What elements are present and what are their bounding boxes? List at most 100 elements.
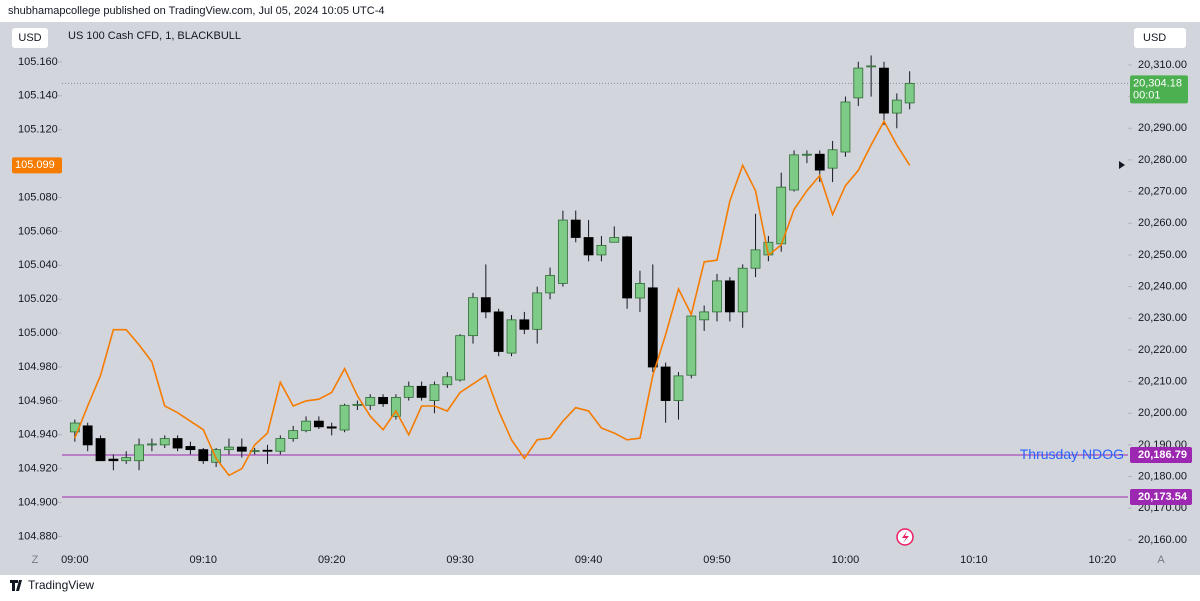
candle-body xyxy=(622,236,633,299)
y2-tick-label: 104.940 xyxy=(18,429,58,441)
published-note: shubhamapcollege published on TradingVie… xyxy=(8,5,384,17)
candle-body xyxy=(95,438,106,462)
candle-body xyxy=(506,319,517,354)
y2-tick-label: 104.960 xyxy=(18,395,58,407)
candle-body xyxy=(545,275,555,294)
candle-body xyxy=(904,82,915,104)
candle-body xyxy=(288,430,299,439)
x-tick-label: 09:50 xyxy=(703,554,731,566)
level-tag xyxy=(1130,488,1192,505)
currency-button[interactable] xyxy=(12,28,48,48)
candle-body xyxy=(211,449,222,463)
candle-body xyxy=(853,67,864,99)
candle-body xyxy=(134,444,144,462)
level-tag-label: 20,186.79 xyxy=(1138,449,1187,461)
x-tick-label: 09:20 xyxy=(318,554,346,566)
event-icon-bolt xyxy=(902,531,909,543)
price-tag-label: 20,304.18 xyxy=(1133,77,1182,89)
line-tag xyxy=(12,157,62,174)
scale-button[interactable]: A xyxy=(1157,554,1165,566)
candle-body xyxy=(147,443,157,446)
symbol-title: US 100 Cash CFD, 1, BLACKBULL xyxy=(68,30,241,42)
currency-button[interactable] xyxy=(1134,28,1186,48)
scale-button[interactable]: Z xyxy=(32,554,39,566)
candle-body xyxy=(712,280,722,313)
candle-body xyxy=(891,99,902,114)
candle-body xyxy=(532,292,543,330)
x-tick-label: 09:00 xyxy=(61,554,89,566)
candle-body xyxy=(468,297,478,337)
candle-body xyxy=(570,219,581,238)
x-tick-label: 10:20 xyxy=(1089,554,1117,566)
candle-body xyxy=(455,335,466,381)
candle-body xyxy=(198,449,209,462)
x-tick-label: 09:30 xyxy=(446,554,474,566)
candle-body xyxy=(493,311,504,352)
candle-body xyxy=(879,67,889,114)
y2-tick-label: 105.040 xyxy=(18,259,58,271)
line-tag-label: 105.099 xyxy=(15,159,55,171)
x-tick-label: 09:40 xyxy=(575,554,603,566)
currency-left[interactable]: USD xyxy=(18,32,41,44)
y-tick-label: 20,310.00 xyxy=(1138,59,1187,71)
price-tag-countdown: 00:01 xyxy=(1133,89,1161,101)
y-tick-label: 20,210.00 xyxy=(1138,375,1187,387)
candle-body xyxy=(275,438,286,452)
y-tick-label: 20,180.00 xyxy=(1138,470,1187,482)
y2-tick-label: 105.020 xyxy=(18,293,58,305)
candle-body xyxy=(789,154,799,191)
candle-body xyxy=(403,385,414,398)
price-tag xyxy=(1130,75,1188,104)
candle-body xyxy=(108,458,119,462)
candle-body xyxy=(699,311,710,321)
candle-body xyxy=(249,450,260,452)
scale-arrow xyxy=(1119,161,1125,169)
y2-tick-label: 104.880 xyxy=(18,530,58,542)
y-tick-label: 20,240.00 xyxy=(1138,280,1187,292)
candle-body xyxy=(429,384,440,401)
y2-tick-label: 104.900 xyxy=(18,496,58,508)
x-tick-label: 10:10 xyxy=(960,554,988,566)
tradingview-logo xyxy=(10,580,22,591)
candle-body xyxy=(365,396,376,406)
candle-body xyxy=(236,446,247,452)
overlay-line xyxy=(74,119,911,477)
candle-body xyxy=(224,446,234,451)
y-tick-label: 20,270.00 xyxy=(1138,185,1187,197)
y2-tick-label: 105.060 xyxy=(18,225,58,237)
candle-body xyxy=(557,219,568,284)
candle-body xyxy=(840,101,851,153)
candle-body xyxy=(814,153,825,171)
y2-tick-label: 105.140 xyxy=(18,90,58,102)
candle-body xyxy=(866,65,877,68)
level-name: Thrusday NDOG xyxy=(1020,446,1124,462)
candle-body xyxy=(596,245,607,256)
candle-body xyxy=(647,287,658,368)
candle-body xyxy=(391,396,401,417)
y2-tick-label: 104.980 xyxy=(18,361,58,373)
candle-body xyxy=(313,420,324,428)
candle-body xyxy=(660,366,671,401)
footer-brand: TradingView xyxy=(28,578,94,592)
candle-body xyxy=(519,319,530,330)
x-tick-label: 09:10 xyxy=(190,554,218,566)
y-tick-label: 20,290.00 xyxy=(1138,122,1187,134)
candle-body xyxy=(686,315,697,376)
y-tick-label: 20,220.00 xyxy=(1138,344,1187,356)
y-tick-label: 20,250.00 xyxy=(1138,249,1187,261)
y2-tick-label: 104.920 xyxy=(18,463,58,475)
candle-body xyxy=(185,446,196,451)
candle-body xyxy=(121,457,132,462)
y-tick-label: 20,280.00 xyxy=(1138,154,1187,166)
candle-body xyxy=(378,396,388,405)
y2-tick-label: 105.080 xyxy=(18,191,58,203)
candle-body xyxy=(262,449,273,452)
candle-body xyxy=(172,438,183,449)
candle-body xyxy=(159,438,170,446)
candle-body xyxy=(635,283,645,299)
candle-body xyxy=(480,297,491,313)
candle-body xyxy=(750,249,761,269)
candle-body xyxy=(737,267,748,313)
currency-right[interactable]: USD xyxy=(1143,32,1166,44)
